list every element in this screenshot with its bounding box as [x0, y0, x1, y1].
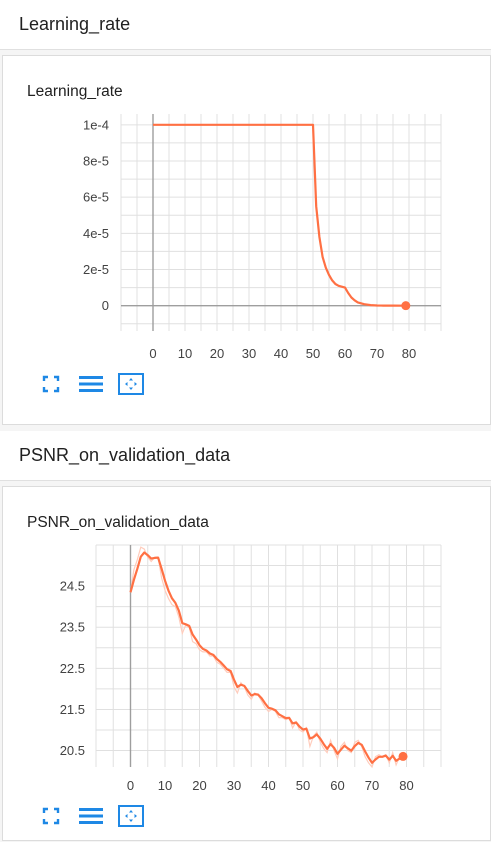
fit-domain-icon[interactable] [118, 805, 144, 827]
fullscreen-icon[interactable] [38, 373, 64, 395]
x-tick-label: 70 [370, 346, 384, 361]
x-tick-label: 60 [338, 346, 352, 361]
x-tick-label: 80 [402, 346, 416, 361]
x-tick-label: 0 [127, 778, 134, 793]
x-tick-label: 10 [158, 778, 172, 793]
toggle-lines-icon[interactable] [78, 805, 104, 827]
grid [120, 114, 442, 331]
series-line [153, 123, 406, 307]
y-tick-label: 24.5 [60, 579, 85, 594]
chart-toolbar [38, 805, 144, 827]
x-tick-label: 30 [242, 346, 256, 361]
chart-title: Learning_rate [27, 83, 123, 100]
series-line [129, 551, 404, 764]
y-tick-label: 1e-4 [83, 117, 109, 132]
section-header-learning-rate[interactable]: Learning_rate [0, 0, 491, 50]
x-tick-label: 10 [178, 346, 192, 361]
y-tick-label: 22.5 [60, 661, 85, 676]
x-tick-label: 50 [306, 346, 320, 361]
x-tick-label: 70 [365, 778, 379, 793]
last-point-marker [398, 751, 408, 761]
x-tick-label: 60 [330, 778, 344, 793]
grid [95, 544, 442, 767]
y-tick-label: 6e-5 [83, 190, 109, 205]
chart-card-psnr: PSNR_on_validation_data 0 10 20 30 40 50 60 70 8… [2, 486, 491, 841]
series-raw-line [129, 546, 404, 769]
learning-rate-chart[interactable]: 0 10 20 30 40 50 60 70 80 0 2e-5 4e-5 6e-5 8e-5 1e-4 [3, 56, 491, 426]
y-tick-label: 8e-5 [83, 154, 109, 169]
fit-domain-icon[interactable] [118, 373, 144, 395]
x-tick-label: 20 [210, 346, 224, 361]
x-tick-label: 20 [192, 778, 206, 793]
psnr-chart[interactable]: 0 10 20 30 40 50 60 70 80 20.5 21.5 22.5 23.5 24.5 [3, 487, 491, 842]
section-title: PSNR_on_validation_data [19, 445, 231, 465]
x-tick-label: 50 [296, 778, 310, 793]
x-tick-label: 30 [227, 778, 241, 793]
y-tick-label: 2e-5 [83, 262, 109, 277]
y-tick-label: 4e-5 [83, 226, 109, 241]
last-point-marker [401, 301, 411, 311]
x-tick-label: 40 [261, 778, 275, 793]
chart-title: PSNR_on_validation_data [27, 514, 209, 531]
y-tick-label: 20.5 [60, 743, 85, 758]
section-title: Learning_rate [19, 14, 131, 34]
y-tick-label: 0 [102, 298, 109, 313]
x-tick-label: 40 [274, 346, 288, 361]
chart-card-learning-rate: Learning_rate 0 10 20 30 40 50 60 70 80 0 2e-5 4e-5… [2, 55, 491, 425]
x-tick-label: 0 [149, 346, 156, 361]
x-tick-label: 80 [399, 778, 413, 793]
fullscreen-icon[interactable] [38, 805, 64, 827]
y-tick-label: 23.5 [60, 620, 85, 635]
section-header-psnr[interactable]: PSNR_on_validation_data [0, 431, 491, 481]
chart-toolbar [38, 373, 144, 395]
toggle-lines-icon[interactable] [78, 373, 104, 395]
y-tick-label: 21.5 [60, 702, 85, 717]
